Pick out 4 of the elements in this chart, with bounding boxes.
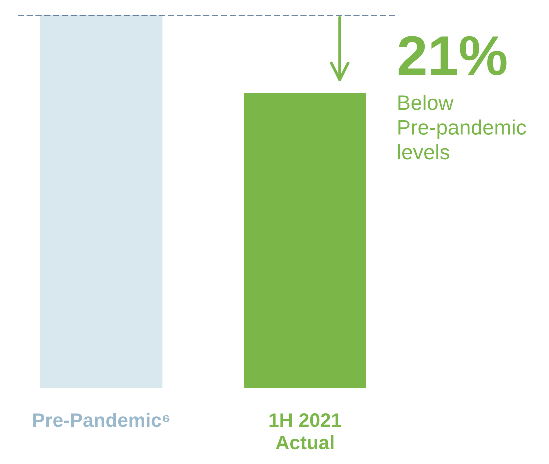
text: 21% — [398, 36, 507, 76]
x-tick-label: Pre-Pandemic⁶ — [34, 413, 170, 428]
text: Below Pre-pandemic levels — [398, 95, 526, 160]
x-tick-label: 1H 2021 Actual — [270, 414, 342, 450]
